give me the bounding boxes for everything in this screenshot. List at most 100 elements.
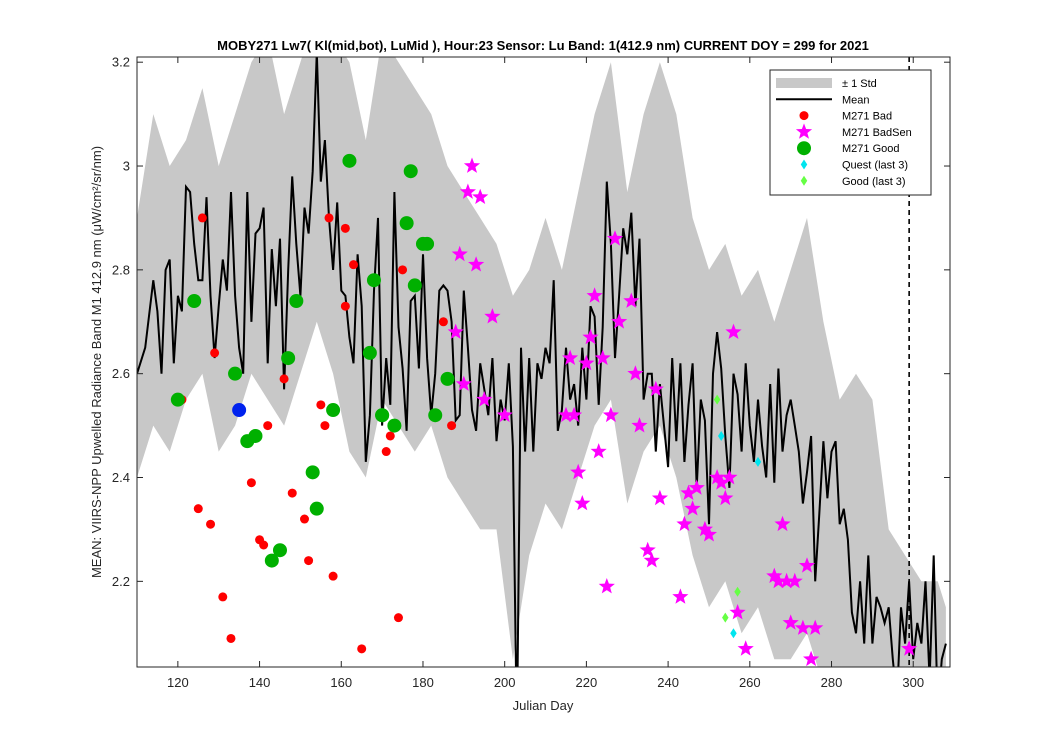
highlight-point	[232, 403, 247, 418]
good-point	[428, 408, 443, 423]
bad-point	[218, 592, 228, 602]
badsen-point	[578, 354, 595, 371]
badsen-point	[803, 650, 820, 667]
badsen-point	[700, 526, 717, 542]
legend-box	[769, 69, 932, 196]
badsen-point	[566, 406, 583, 423]
badsen-point	[586, 287, 603, 303]
badsen-point	[472, 188, 489, 204]
good-point	[342, 153, 357, 168]
badsen-point	[786, 572, 803, 589]
quest-point	[717, 430, 725, 441]
badsen-point	[606, 230, 624, 246]
legend-swatch-quest	[800, 159, 808, 170]
badsen-point	[774, 515, 791, 532]
good-point	[289, 294, 304, 308]
quest-point	[730, 628, 737, 639]
badsen-point	[684, 500, 701, 516]
good-last3-point	[713, 394, 721, 405]
bad-point	[259, 540, 269, 550]
badsen-point	[778, 572, 795, 589]
good-point	[403, 164, 418, 179]
badsen-point	[676, 515, 693, 532]
legend: ± 1 Std Mean M271 Bad M271 BadSen M271 Good Q…	[769, 69, 932, 196]
bad-point	[340, 301, 350, 311]
x-tick-label: 160	[330, 675, 352, 690]
bad-point	[246, 478, 256, 488]
bad-point	[287, 488, 297, 498]
bad-point	[300, 514, 310, 524]
good-last3-point	[722, 612, 729, 623]
badsen-point	[766, 567, 783, 583]
badsen-point	[647, 380, 664, 397]
badsen-point	[574, 495, 591, 511]
badsen-point	[713, 474, 730, 490]
x-tick-label: 240	[657, 675, 679, 690]
bad-point	[438, 317, 448, 327]
x-tick-label: 300	[902, 675, 924, 690]
badsen-point	[496, 406, 513, 423]
bad-point	[349, 260, 359, 270]
x-tick-label: 260	[739, 675, 761, 690]
bad-point	[447, 421, 457, 431]
x-tick-label: 180	[412, 675, 434, 690]
badsen-point	[672, 588, 689, 604]
badsen-point	[459, 183, 476, 199]
badsen-point	[623, 292, 640, 308]
x-tick-label: 200	[494, 675, 516, 690]
bad-point	[279, 374, 289, 384]
bad-point	[210, 348, 220, 358]
y-tick-label: 3	[123, 159, 130, 174]
good-point	[399, 216, 414, 231]
plot-layer	[137, 57, 947, 667]
badsen-point	[557, 406, 575, 423]
x-axis-label: Julian Day	[513, 698, 574, 713]
badsen-point	[770, 572, 787, 589]
badsen-point	[611, 313, 628, 329]
legend-swatch-bad	[799, 111, 809, 121]
bad-point	[320, 421, 330, 431]
badsen-point	[680, 484, 697, 500]
legend-entry-label: M271 BadSen	[842, 127, 912, 139]
badsen-point	[696, 520, 713, 537]
good-point	[375, 408, 390, 423]
bad-point	[304, 556, 314, 566]
badsen-point	[484, 308, 501, 324]
x-tick-label: 220	[576, 675, 598, 690]
bad-point	[357, 644, 367, 654]
legend-entry-label: M271 Good	[842, 143, 899, 155]
bad-point	[316, 400, 326, 410]
badsen-point	[901, 640, 918, 656]
badsen-point	[463, 157, 481, 173]
badsen-point	[737, 640, 754, 656]
badsen-point	[782, 614, 799, 630]
badsen-point	[798, 557, 816, 573]
badsen-point	[709, 469, 726, 485]
legend-swatch-badsen	[795, 123, 813, 139]
good-point	[187, 294, 202, 308]
badsen-point	[807, 619, 824, 635]
std-band-area	[137, 57, 946, 667]
bad-point	[398, 265, 408, 275]
badsen-point	[688, 479, 705, 495]
legend-entry-label: Quest (last 3)	[842, 160, 908, 172]
bad-point	[193, 504, 203, 514]
x-tick-label: 120	[167, 675, 189, 690]
plot-frame	[136, 56, 951, 668]
legend-entry-label: Good (last 3)	[842, 176, 906, 188]
bad-point	[381, 447, 391, 457]
good-point	[309, 501, 324, 516]
badsen-point	[468, 256, 485, 272]
chart-title: MOBY271 Lw7( Kl(mid,bot), LuMid ), Hour:…	[217, 38, 869, 53]
y-tick-label: 2.8	[112, 262, 130, 277]
good-point	[362, 345, 377, 360]
good-point	[264, 553, 279, 568]
bad-point	[206, 519, 216, 529]
quest-point	[754, 456, 762, 467]
bad-point	[226, 633, 236, 643]
good-point	[366, 273, 381, 288]
badsen-point	[794, 619, 811, 635]
badsen-point	[590, 443, 607, 459]
bad-point	[324, 213, 334, 223]
badsen-point	[639, 541, 656, 558]
